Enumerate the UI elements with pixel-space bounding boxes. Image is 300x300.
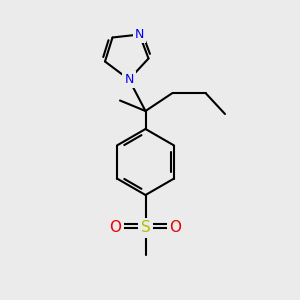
Text: S: S: [141, 220, 150, 236]
Text: N: N: [124, 73, 134, 86]
Text: N: N: [135, 28, 144, 41]
Text: O: O: [169, 220, 181, 236]
Text: O: O: [110, 220, 122, 236]
